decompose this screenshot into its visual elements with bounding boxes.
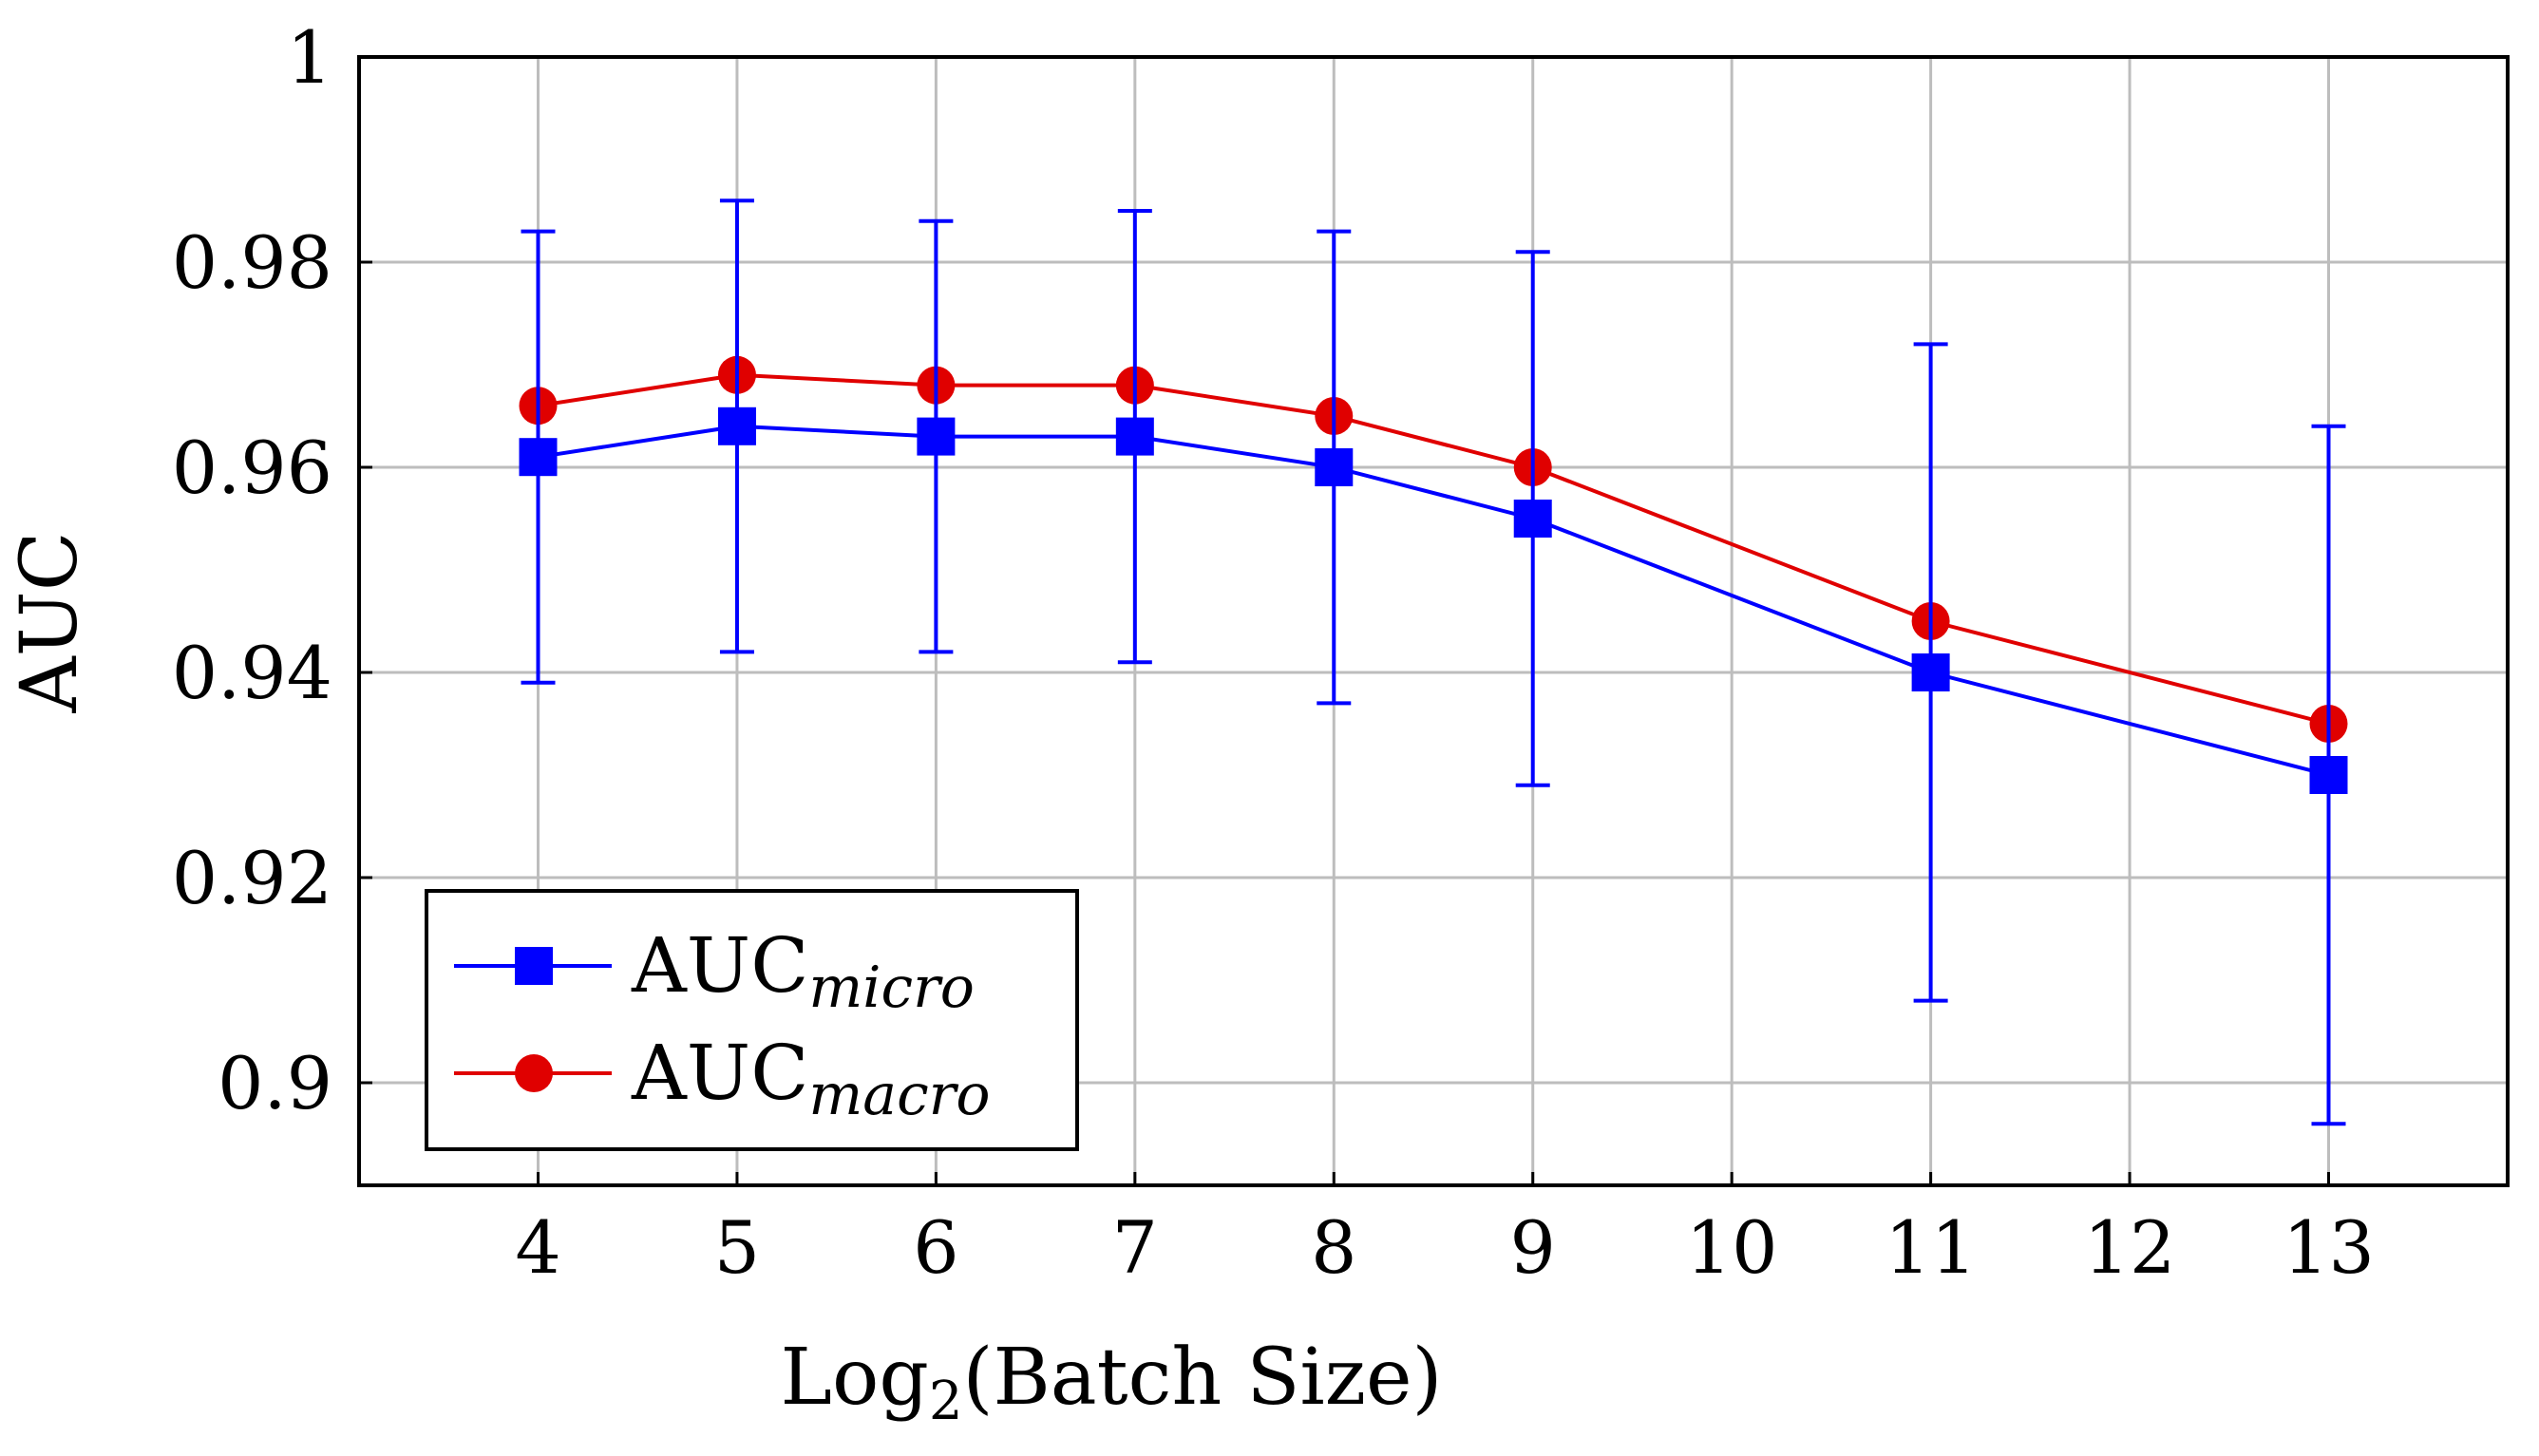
y-tick-label: 0.98	[172, 220, 332, 305]
x-tick-label: 4	[515, 1205, 560, 1290]
x-tick-label: 8	[1311, 1205, 1356, 1290]
data-point-micro	[917, 417, 956, 456]
series-layer	[519, 199, 2348, 1126]
legend-label-micro: AUCmicro	[631, 921, 975, 1021]
data-point-micro	[1513, 500, 1552, 538]
y-tick-label: 0.92	[172, 836, 332, 920]
series-line-macro	[538, 372, 2329, 726]
data-point-micro	[1115, 417, 1154, 456]
legend-item-micro: AUCmicro	[454, 921, 975, 1021]
data-point-micro	[717, 407, 756, 445]
x-tick-label: 9	[1510, 1205, 1556, 1290]
x-tick-label: 6	[913, 1205, 958, 1290]
legend: AUCmicro AUCmacro	[425, 889, 1079, 1151]
x-tick-label: 7	[1112, 1205, 1158, 1290]
y-tick-label: 0.9	[218, 1041, 332, 1125]
y-tick-label: 0.94	[172, 631, 332, 715]
x-tick-label: 5	[714, 1205, 760, 1290]
data-point-micro	[1315, 448, 1354, 486]
x-tick-label: 12	[2084, 1205, 2176, 1290]
x-tick-label: 10	[1686, 1205, 1778, 1290]
legend-marker-macro	[515, 1054, 553, 1092]
y-axis-label: AUC	[5, 531, 95, 713]
y-tick-label: 0.96	[172, 425, 332, 510]
data-point-micro	[519, 438, 558, 477]
tick-labels: 4 5 6 7 8 9 10 11 12 13 0.9 0.92 0.94 0.96 0.98 1	[172, 15, 2375, 1290]
legend-label-macro-main: AUC	[631, 1029, 808, 1117]
plot-frame	[357, 55, 2510, 1187]
series-line-micro	[538, 424, 2329, 777]
legend-label-macro: AUCmacro	[631, 1029, 990, 1128]
x-axis-label-main: Log	[781, 1333, 929, 1423]
legend-box	[425, 889, 1079, 1151]
data-point-micro	[1911, 653, 1950, 691]
legend-item-macro: AUCmacro	[454, 1029, 990, 1128]
data-point-micro	[2309, 756, 2348, 794]
legend-label-micro-main: AUC	[631, 921, 808, 1010]
legend-marker-micro	[515, 947, 553, 985]
x-tick-label: 13	[2283, 1205, 2375, 1290]
legend-label-macro-sub: macro	[808, 1062, 990, 1128]
legend-label-micro-sub: micro	[808, 955, 975, 1021]
x-axis-label-sub: 2	[929, 1371, 963, 1432]
x-axis-label-rest: (Batch Size)	[962, 1333, 1442, 1423]
series-micro	[519, 199, 2348, 1126]
x-axis-label: Log2(Batch Size)	[781, 1333, 1443, 1432]
x-tick-label: 11	[1885, 1205, 1977, 1290]
y-tick-label: 1	[287, 15, 332, 100]
